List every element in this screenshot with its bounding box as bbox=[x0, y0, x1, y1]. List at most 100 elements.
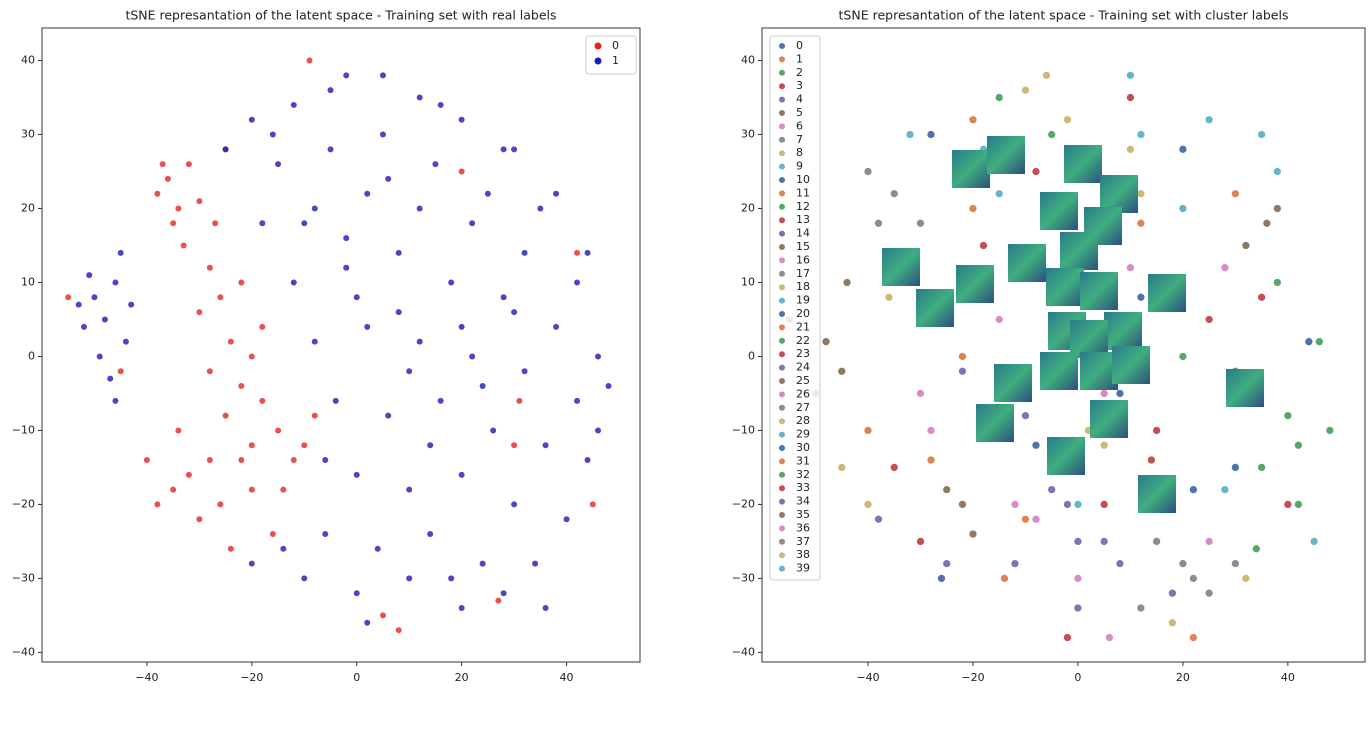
point bbox=[417, 206, 423, 212]
point bbox=[427, 442, 433, 448]
point bbox=[1137, 604, 1145, 612]
legend-label: 9 bbox=[796, 160, 803, 173]
point bbox=[943, 486, 951, 494]
point bbox=[118, 250, 124, 256]
legend-label: 34 bbox=[796, 495, 810, 508]
point bbox=[364, 620, 370, 626]
point bbox=[354, 590, 360, 596]
legend-label: 4 bbox=[796, 93, 803, 106]
point bbox=[927, 131, 935, 139]
point bbox=[343, 235, 349, 241]
legend-label: 1 bbox=[796, 52, 803, 65]
legend-label: 2 bbox=[796, 66, 803, 79]
legend-marker bbox=[779, 230, 786, 237]
point bbox=[1258, 463, 1266, 471]
point bbox=[1179, 352, 1187, 360]
point bbox=[595, 353, 601, 359]
legend-label: 28 bbox=[796, 414, 810, 427]
legend-marker bbox=[779, 83, 786, 90]
point bbox=[448, 575, 454, 581]
legend-label: 1 bbox=[612, 54, 619, 67]
point bbox=[1221, 264, 1229, 272]
legend-marker bbox=[779, 337, 786, 344]
point bbox=[406, 368, 412, 374]
point bbox=[380, 612, 386, 618]
point bbox=[1179, 145, 1187, 153]
legend-label: 27 bbox=[796, 401, 810, 414]
y-tick-label: −30 bbox=[732, 571, 755, 584]
thumbnail bbox=[916, 289, 954, 327]
point bbox=[516, 398, 522, 404]
point bbox=[76, 302, 82, 308]
y-tick-label: 0 bbox=[28, 349, 35, 362]
point bbox=[459, 472, 465, 478]
thumbnail bbox=[1008, 244, 1046, 282]
point bbox=[396, 250, 402, 256]
thumbnail bbox=[1080, 272, 1118, 310]
point bbox=[864, 500, 872, 508]
point bbox=[217, 294, 223, 300]
legend-label: 33 bbox=[796, 481, 810, 494]
point bbox=[537, 206, 543, 212]
y-tick-label: 0 bbox=[748, 349, 755, 362]
point bbox=[196, 198, 202, 204]
point bbox=[380, 132, 386, 138]
point bbox=[328, 146, 334, 152]
point bbox=[196, 516, 202, 522]
point bbox=[490, 427, 496, 433]
point bbox=[958, 367, 966, 375]
point bbox=[396, 309, 402, 315]
point bbox=[1137, 293, 1145, 301]
point bbox=[958, 500, 966, 508]
point bbox=[307, 58, 313, 64]
point bbox=[123, 339, 129, 345]
point bbox=[291, 279, 297, 285]
point bbox=[1294, 500, 1302, 508]
point bbox=[354, 472, 360, 478]
point bbox=[969, 116, 977, 124]
x-tick-label: 40 bbox=[560, 671, 574, 684]
point bbox=[574, 250, 580, 256]
point bbox=[864, 168, 872, 176]
point bbox=[1242, 574, 1250, 582]
point bbox=[238, 279, 244, 285]
point bbox=[65, 294, 71, 300]
point bbox=[1189, 574, 1197, 582]
point bbox=[606, 383, 612, 389]
legend-label: 29 bbox=[796, 428, 810, 441]
legend-marker bbox=[779, 565, 786, 572]
point bbox=[501, 294, 507, 300]
point bbox=[154, 191, 160, 197]
legend-marker bbox=[779, 136, 786, 143]
legend-marker bbox=[779, 418, 786, 425]
legend: 01 bbox=[586, 36, 636, 74]
point bbox=[1074, 574, 1082, 582]
legend-marker bbox=[779, 431, 786, 438]
y-tick-label: −30 bbox=[12, 571, 35, 584]
x-tick-label: −20 bbox=[240, 671, 263, 684]
legend-label: 37 bbox=[796, 535, 810, 548]
point bbox=[186, 161, 192, 167]
legend-marker bbox=[779, 217, 786, 224]
point bbox=[995, 190, 1003, 198]
point bbox=[249, 561, 255, 567]
x-tick-label: −40 bbox=[856, 671, 879, 684]
thumbnail bbox=[1064, 145, 1102, 183]
point bbox=[301, 575, 307, 581]
point bbox=[522, 250, 528, 256]
legend-label: 8 bbox=[796, 146, 803, 159]
point bbox=[102, 316, 108, 322]
thumbnail bbox=[882, 248, 920, 286]
point bbox=[1032, 441, 1040, 449]
point bbox=[270, 531, 276, 537]
chart: tSNE represantation of the latent space … bbox=[12, 8, 640, 685]
thumbnail bbox=[987, 136, 1025, 174]
point bbox=[890, 190, 898, 198]
thumbnail bbox=[956, 265, 994, 303]
point bbox=[328, 87, 334, 93]
legend-marker bbox=[779, 311, 786, 318]
point bbox=[553, 324, 559, 330]
point bbox=[469, 353, 475, 359]
legend-label: 36 bbox=[796, 521, 810, 534]
point bbox=[375, 546, 381, 552]
